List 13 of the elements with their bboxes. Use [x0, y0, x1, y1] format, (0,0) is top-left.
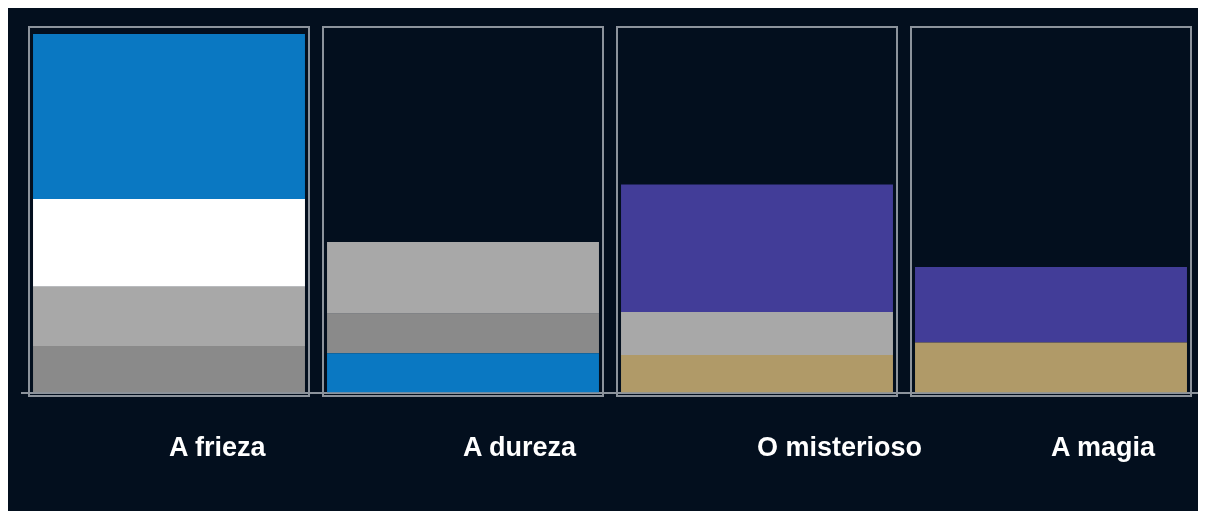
- bar: [33, 286, 305, 346]
- bar: [33, 34, 305, 199]
- bar: [621, 354, 893, 393]
- bar: [915, 342, 1187, 393]
- bar: [33, 198, 305, 287]
- x-tick-label: A magia: [1051, 432, 1157, 463]
- x-tick-label: O misterioso: [757, 432, 923, 463]
- bar: [33, 345, 305, 393]
- bar: [327, 313, 599, 354]
- x-tick-label: A dureza: [463, 432, 578, 463]
- bar: [621, 311, 893, 355]
- bar: [621, 184, 893, 312]
- x-tick-label: A frieza: [169, 432, 267, 463]
